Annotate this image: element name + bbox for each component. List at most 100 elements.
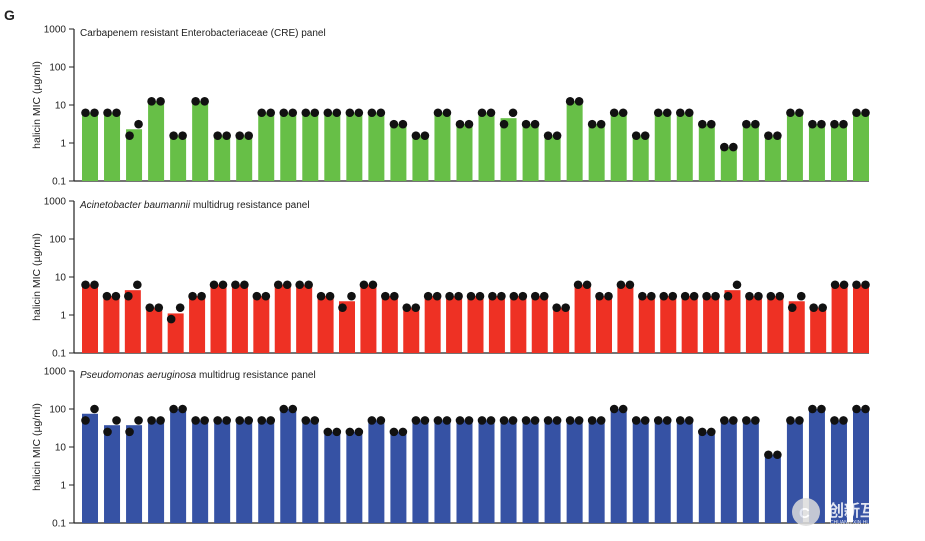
replicate-dot [729, 416, 738, 425]
bar [566, 101, 583, 181]
replicate-dot [359, 280, 369, 290]
bar [830, 420, 847, 523]
replicate-dot [310, 416, 320, 425]
replicate-dot [191, 416, 200, 425]
panel-title: Pseudomonas aeruginosa multidrug resista… [80, 370, 316, 381]
replicate-dot [301, 416, 311, 425]
replicate-dot [720, 416, 729, 425]
bar [280, 409, 297, 523]
replicate-dot [742, 416, 751, 425]
panel-title-part: Acinetobacter baumannii [79, 200, 191, 211]
replicate-dot [499, 119, 509, 129]
bar [638, 296, 655, 353]
panel-title-part: multidrug resistance panel [196, 370, 316, 381]
replicate-dot [147, 416, 156, 425]
replicate-dot [466, 291, 476, 301]
replicate-dot [124, 291, 133, 301]
replicate-dot [213, 416, 222, 425]
replicate-dot [565, 416, 575, 425]
bar [210, 284, 227, 353]
bar [478, 112, 495, 181]
bar [280, 112, 297, 181]
replicate-dot [464, 119, 474, 129]
panel-title: Acinetobacter baumannii multidrug resist… [79, 200, 310, 211]
watermark-logo-icon [792, 498, 820, 526]
bar [632, 420, 649, 523]
replicate-dot [839, 416, 848, 425]
replicate-dot [235, 131, 244, 140]
replicate-dot [103, 108, 112, 118]
replicate-dot [861, 404, 870, 414]
bar [478, 420, 495, 523]
bar [124, 290, 141, 353]
replicate-dot [325, 291, 335, 301]
bar [146, 307, 163, 353]
bar [446, 296, 463, 353]
panels: 0.1 1 10 100 1000 halicin MIC (µg/ml) Carbapen… [31, 25, 870, 530]
bar [522, 420, 539, 523]
replicate-dot [689, 291, 699, 301]
bar [853, 284, 869, 353]
bar [830, 124, 847, 181]
bar [724, 290, 741, 353]
bar [390, 124, 407, 181]
bar [434, 112, 451, 181]
y-tick-label: 100 [49, 63, 66, 74]
replicate-dot [102, 291, 112, 301]
bar [610, 409, 627, 523]
replicate-dot [773, 450, 782, 460]
replicate-dot [561, 303, 570, 312]
replicate-dot [653, 416, 663, 425]
replicate-dot [145, 303, 155, 312]
replicate-dot [323, 108, 333, 118]
replicate-dot [112, 416, 121, 425]
replicate-dot [411, 131, 421, 140]
replicate-dot [565, 97, 575, 106]
replicate-dot [808, 404, 817, 414]
bar [192, 101, 209, 181]
replicate-dot [288, 404, 298, 414]
replicate-dot [252, 291, 262, 301]
replicate-dot [354, 108, 364, 118]
replicate-dot [745, 291, 754, 301]
bar [810, 307, 827, 353]
replicate-dot [423, 291, 433, 301]
replicate-dot [273, 280, 283, 290]
y-tick-label: 1 [60, 139, 66, 150]
bar [500, 420, 517, 523]
bar [786, 420, 803, 523]
replicate-dot [222, 416, 231, 425]
replicate-dot [707, 119, 716, 129]
bar [720, 420, 737, 523]
replicate-dot [795, 108, 804, 118]
bar [544, 135, 561, 181]
y-tick-label: 10 [55, 443, 67, 454]
replicate-dot [751, 416, 760, 425]
replicate-dot [795, 416, 804, 425]
replicate-dot [200, 97, 209, 106]
replicate-dot [266, 108, 276, 118]
replicate-dot [680, 291, 690, 301]
bar [148, 101, 165, 181]
replicate-dot [751, 119, 760, 129]
replicate-dot [488, 291, 497, 301]
replicate-dot [539, 291, 549, 301]
bar [302, 112, 319, 181]
replicate-dot [552, 303, 561, 312]
replicate-dot [244, 131, 253, 140]
replicate-dot [368, 280, 378, 290]
replicate-dot [625, 280, 635, 290]
replicate-dot [830, 416, 839, 425]
bar [742, 124, 759, 181]
replicate-dot [830, 280, 840, 290]
y-tick-label: 10 [55, 273, 67, 284]
bar [412, 135, 429, 181]
bar [456, 124, 473, 181]
replicate-dot [282, 280, 292, 290]
replicate-dot [773, 131, 782, 140]
bar [258, 420, 275, 523]
replicate-dot [90, 280, 99, 290]
replicate-dot [125, 427, 134, 437]
replicate-dot [668, 291, 678, 301]
panel-title-part: Pseudomonas aeruginosa [80, 370, 197, 381]
